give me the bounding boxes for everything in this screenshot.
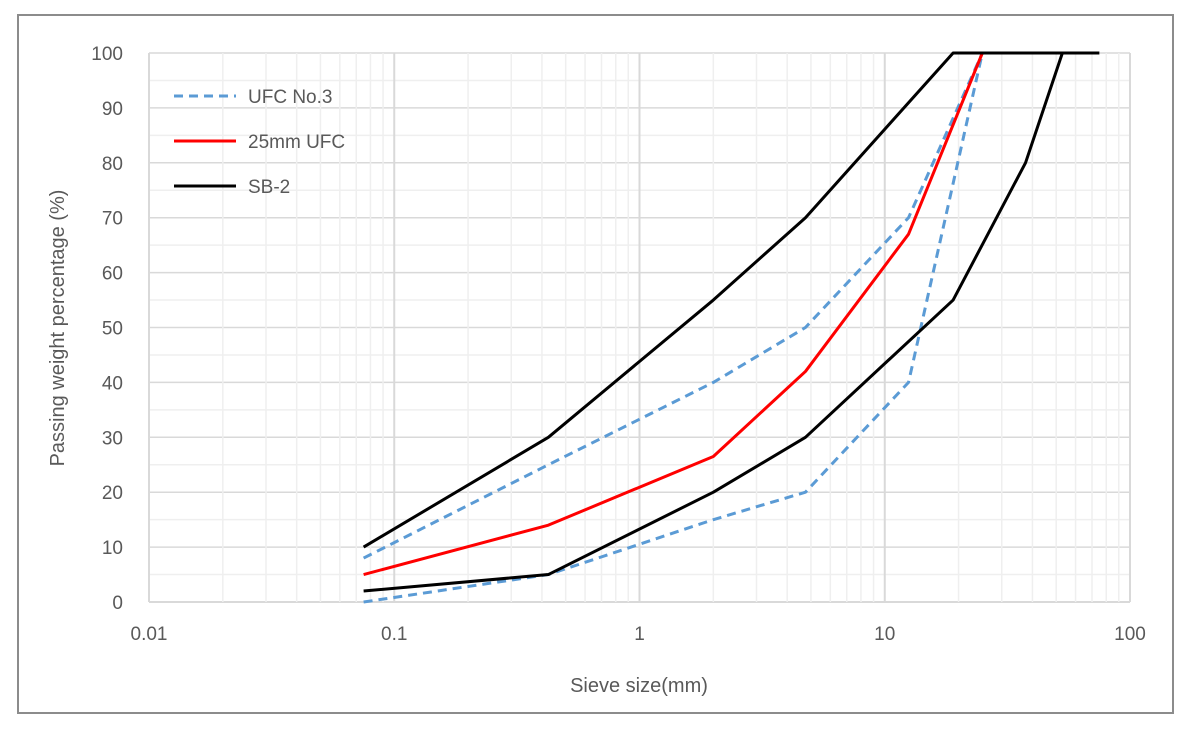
gridlines [148,52,1131,603]
y-tick-label: 100 [91,44,123,65]
series-line-sb-2-upper [362,51,1100,549]
legend: UFC No.3 25mm UFC SB-2 [174,87,345,198]
y-tick-label: 0 [112,593,123,614]
x-tick-label: 0.1 [381,624,407,645]
y-tick-label: 70 [102,209,123,230]
y-tick-label: 40 [102,373,123,394]
x-tick-label: 10 [874,624,895,645]
series-line-sb-2-lower [363,52,1064,593]
y-tick-label: 20 [102,483,123,504]
y-tick-label: 50 [102,319,123,340]
x-tick-label: 100 [1114,624,1146,645]
legend-label: SB-2 [248,177,290,198]
x-axis-label: Sieve size(mm) [570,675,708,697]
tick-labels: 0.01 0.1 1 10 100 0 10 20 30 40 50 60 70 80 90 100 [91,44,1146,645]
y-axis-label: Passing weight percentage (%) [47,190,69,467]
legend-label: UFC No.3 [248,87,332,108]
series-line-ufc-no-3-lower [363,52,984,604]
y-tick-label: 30 [102,428,123,449]
y-tick-label: 80 [102,154,123,175]
series-line-ufc-no-3-upper [362,52,984,560]
chart-frame [17,14,1174,714]
y-tick-label: 60 [102,264,123,285]
y-tick-label: 90 [102,99,123,120]
series-lines [362,51,1100,604]
y-tick-label: 10 [102,538,123,559]
legend-label: 25mm UFC [248,132,345,153]
series-line-25mm-ufc-main [363,52,984,576]
x-tick-label: 1 [634,624,645,645]
x-tick-label: 0.01 [131,624,168,645]
